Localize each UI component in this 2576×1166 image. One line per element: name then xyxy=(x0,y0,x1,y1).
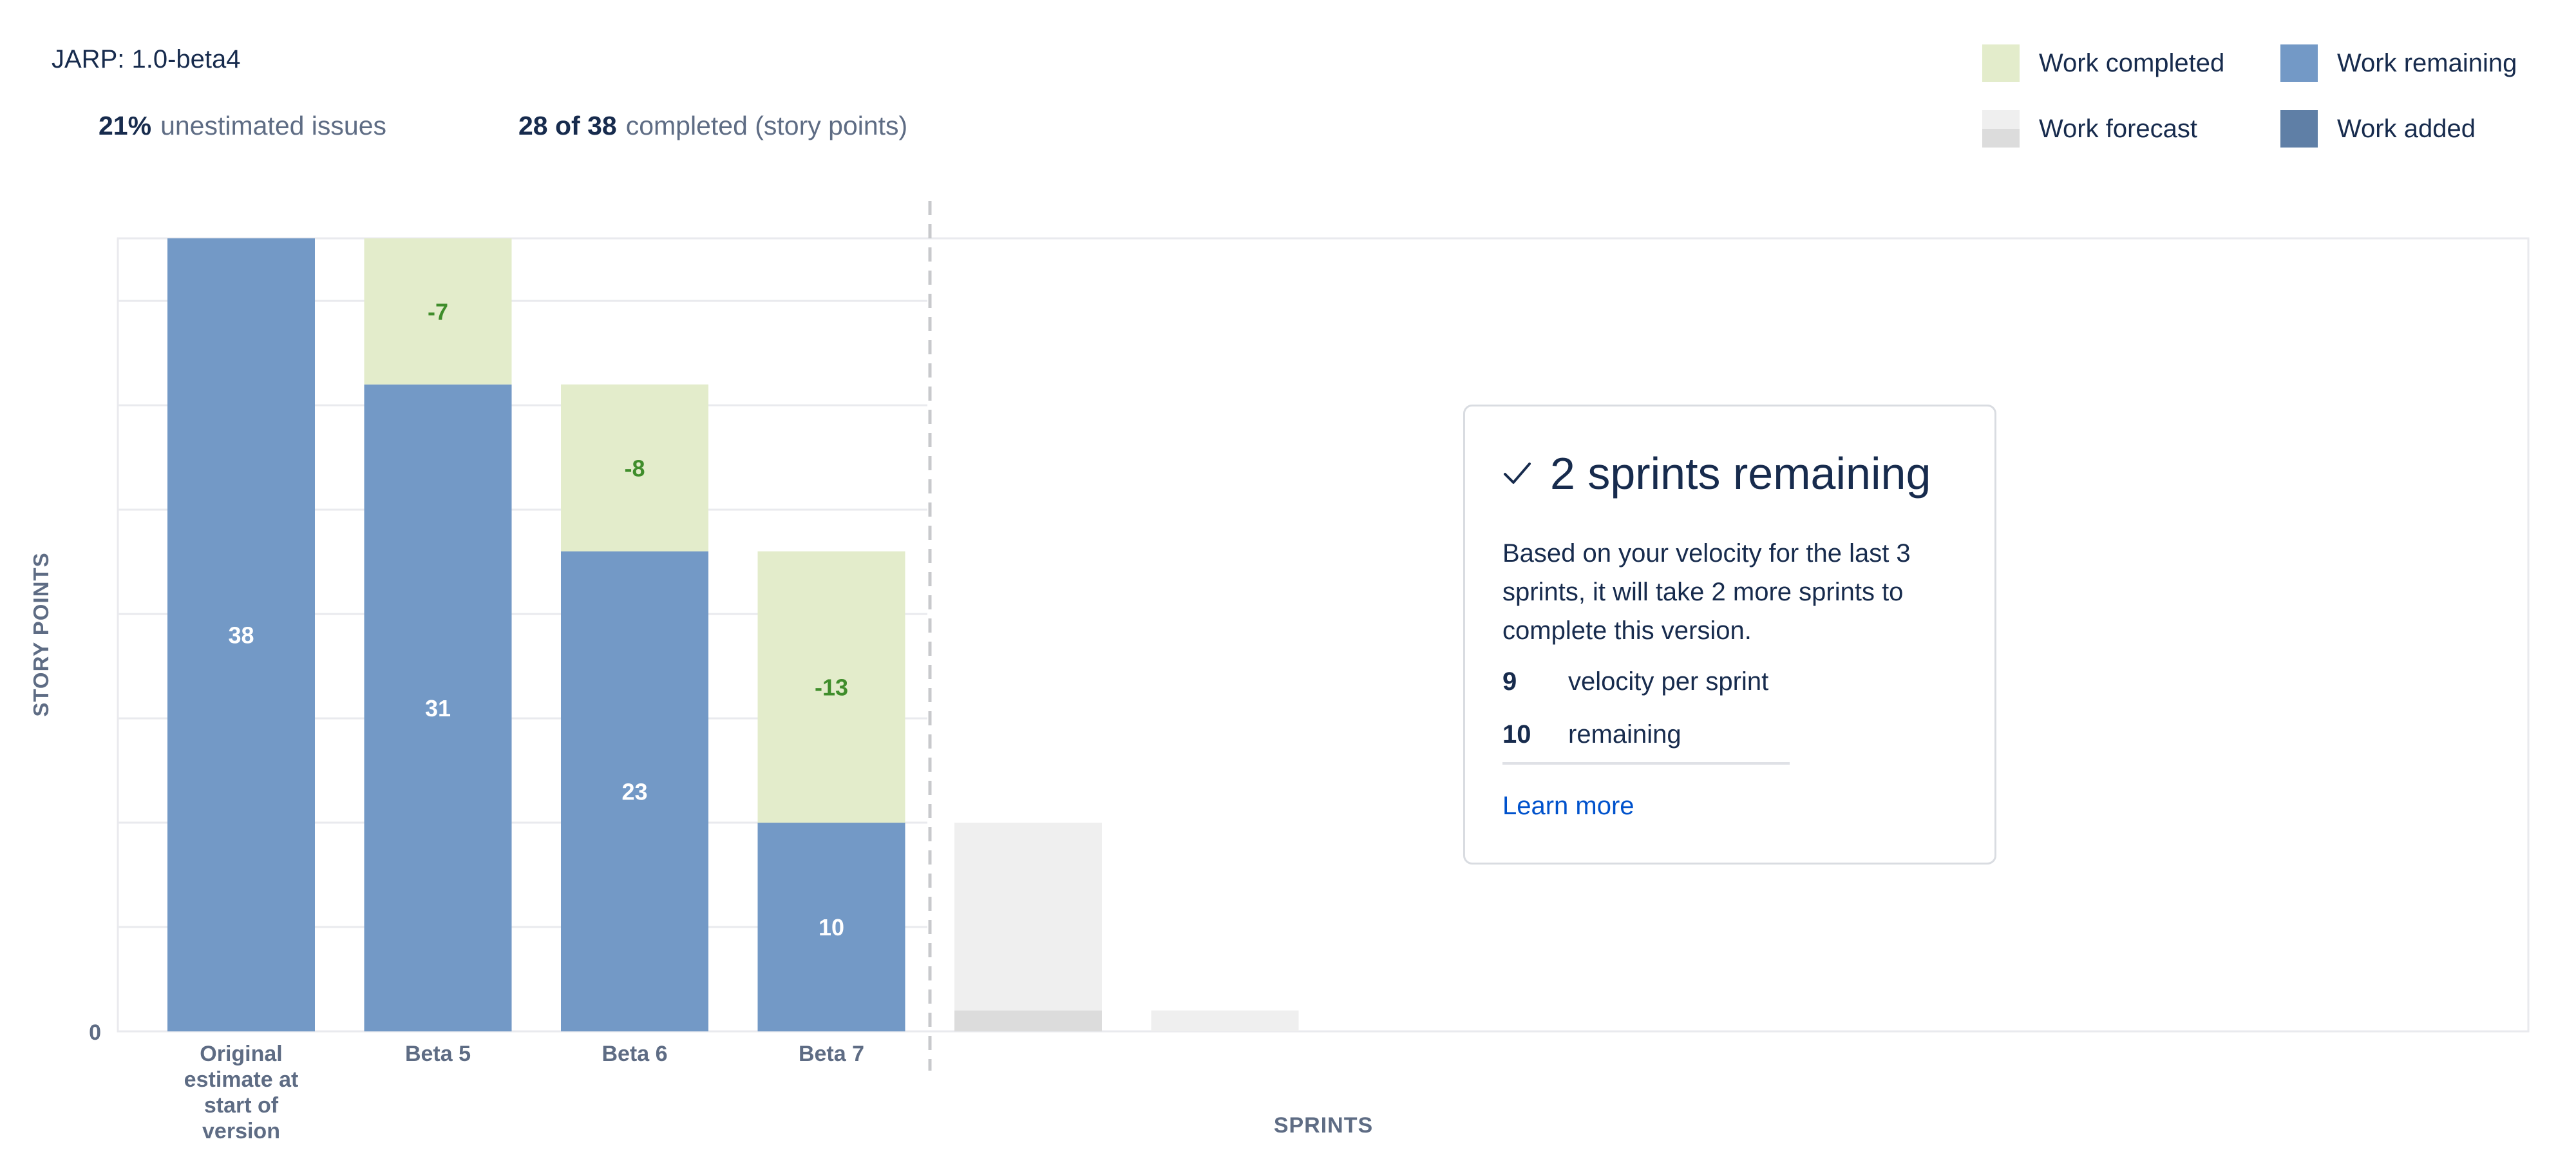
data-label-completed: -8 xyxy=(624,455,645,481)
data-label-remaining: 38 xyxy=(228,622,254,649)
legend-work-added: Work added xyxy=(2280,108,2476,149)
forecast-description: Based on your velocity for the last 3 sp… xyxy=(1502,539,1911,645)
forecast-card: 2 sprints remaining Based on your veloci… xyxy=(1463,405,1996,865)
x-tick-label: Beta 7 xyxy=(799,1042,864,1066)
legend-work-remaining: Work remaining xyxy=(2280,43,2517,84)
forecast-title: 2 sprints remaining xyxy=(1550,448,1931,499)
metric-divider xyxy=(1502,762,1790,765)
data-label-completed: -7 xyxy=(428,298,448,325)
forecast-card-header: 2 sprints remaining xyxy=(1502,441,1957,506)
bar-work-remaining xyxy=(561,551,708,1031)
bar-work-completed xyxy=(364,238,512,385)
bar-work-remaining xyxy=(757,823,905,1031)
remaining-value: 10 xyxy=(1502,720,1531,749)
bar-work-remaining xyxy=(364,384,512,1031)
legend-label-completed: Work completed xyxy=(2039,48,2225,77)
y-tick-label-0: 0 xyxy=(89,1020,101,1045)
legend-label-forecast: Work forecast xyxy=(2039,114,2197,143)
legend-swatch-added xyxy=(2280,110,2318,148)
unestimated-stat: 21% unestimated issues xyxy=(99,111,386,141)
completed-text: completed (story points) xyxy=(625,111,908,140)
legend-swatch-forecast xyxy=(1982,110,2020,148)
check-icon xyxy=(1504,463,1531,484)
y-axis-title: STORY POINTS xyxy=(29,552,53,716)
bar-work-forecast xyxy=(1151,1010,1299,1031)
velocity-row: 9 velocity per sprint xyxy=(1502,655,1957,708)
remaining-row: 10 remaining xyxy=(1502,708,1957,761)
x-tick-label: Beta 6 xyxy=(601,1042,667,1066)
bar-work-forecast-dark xyxy=(954,1010,1102,1031)
unestimated-text: unestimated issues xyxy=(160,111,387,140)
legend-work-completed: Work completed xyxy=(1982,43,2224,84)
remaining-label: remaining xyxy=(1568,720,1681,749)
x-tick-label: estimate at xyxy=(184,1067,299,1092)
x-axis-title: SPRINTS xyxy=(1274,1113,1373,1138)
data-label-remaining: 31 xyxy=(425,695,451,722)
data-label-remaining: 10 xyxy=(819,914,844,941)
x-tick-label: start of xyxy=(204,1093,279,1118)
velocity-label: velocity per sprint xyxy=(1568,667,1769,696)
legend-swatch-completed xyxy=(1982,44,2020,82)
plot-frame xyxy=(117,237,2530,1033)
x-tick-label: version xyxy=(202,1119,280,1143)
learn-more-link[interactable]: Learn more xyxy=(1502,792,1634,820)
legend-label-remaining: Work remaining xyxy=(2337,48,2517,77)
bar-work-completed xyxy=(757,551,905,823)
unestimated-value: 21% xyxy=(99,111,152,140)
bar-work-remaining xyxy=(167,238,315,1031)
bar-work-forecast xyxy=(954,823,1102,1031)
x-tick-label: Original xyxy=(200,1042,282,1066)
x-tick-label: Beta 5 xyxy=(405,1042,471,1066)
bar-layer xyxy=(167,238,1299,1031)
legend-swatch-remaining xyxy=(2280,44,2318,82)
completed-value: 28 of 38 xyxy=(518,111,617,140)
version-label: JARP: 1.0-beta4 xyxy=(52,45,241,73)
legend-work-forecast: Work forecast xyxy=(1982,108,2197,149)
velocity-value: 9 xyxy=(1502,667,1517,696)
bar-work-completed xyxy=(561,384,708,551)
completed-stat: 28 of 38 completed (story points) xyxy=(518,111,907,141)
data-label-remaining: 23 xyxy=(621,778,647,805)
legend-label-added: Work added xyxy=(2337,114,2476,143)
data-label-completed: -13 xyxy=(815,674,848,700)
